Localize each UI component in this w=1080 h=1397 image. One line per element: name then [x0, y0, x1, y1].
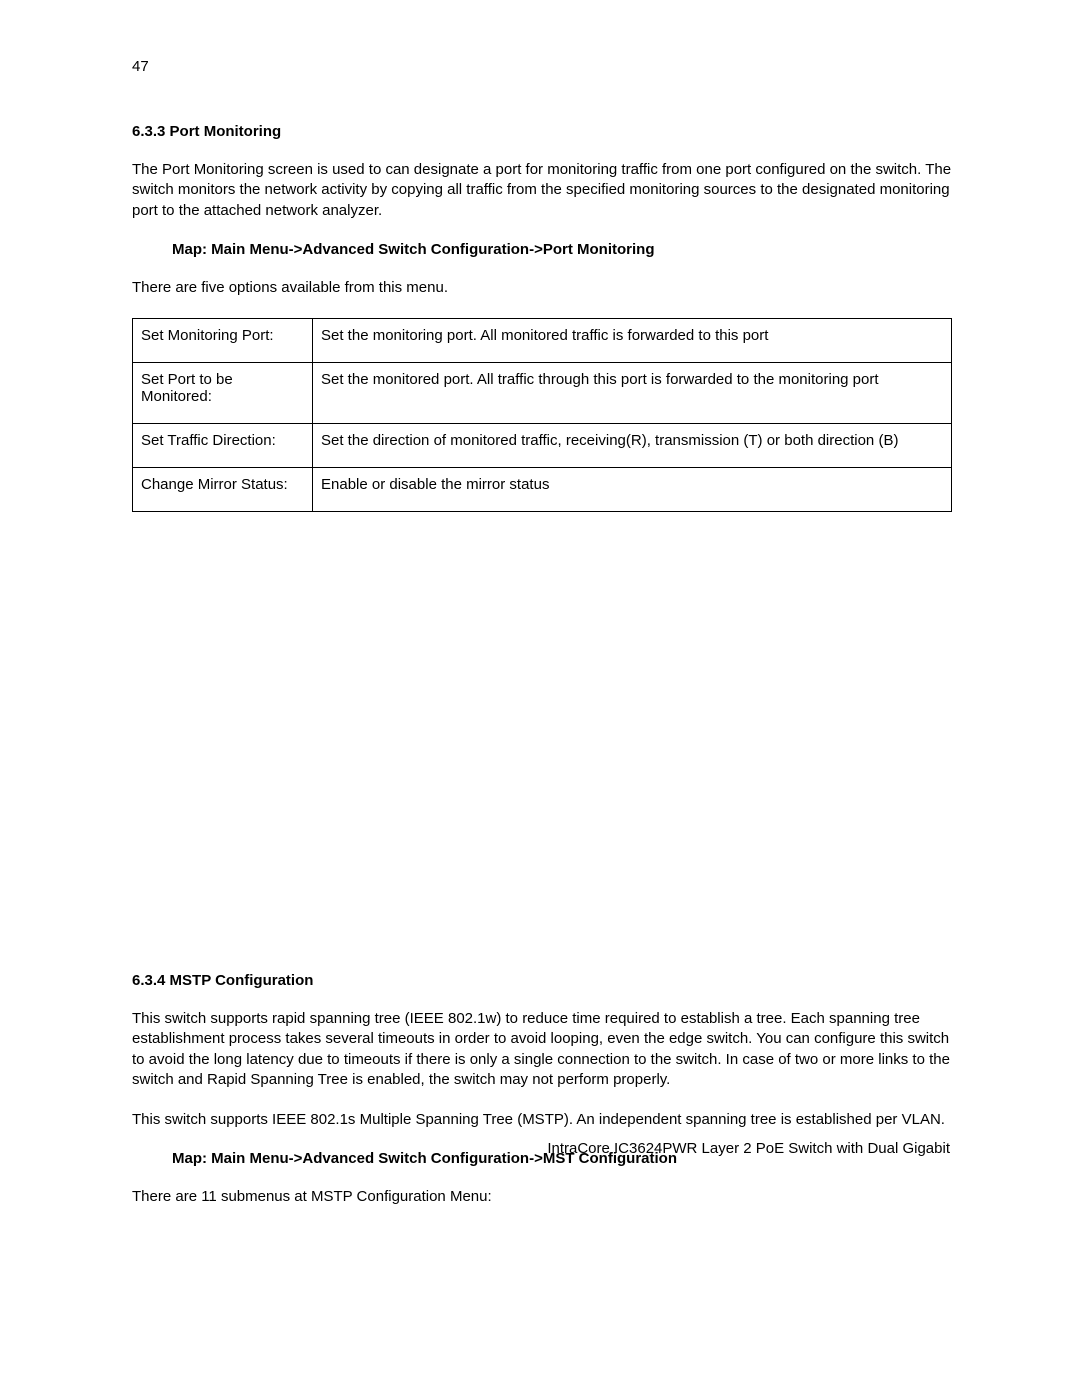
table-row: Set Monitoring Port: Set the monitoring … [133, 319, 952, 363]
table-row: Set Traffic Direction: Set the direction… [133, 424, 952, 468]
option-description: Set the direction of monitored traffic, … [313, 424, 952, 468]
section1-intro: The Port Monitoring screen is used to ca… [132, 160, 952, 221]
section1-map-path: Map: Main Menu->Advanced Switch Configur… [172, 241, 952, 258]
section2-para2: This switch supports IEEE 802.1s Multipl… [132, 1110, 952, 1130]
section-heading-mstp-configuration: 6.3.4 MSTP Configuration [132, 972, 952, 989]
option-label: Set Traffic Direction: [133, 424, 313, 468]
option-description: Enable or disable the mirror status [313, 468, 952, 512]
option-description: Set the monitoring port. All monitored t… [313, 319, 952, 363]
table-row: Set Port to be Monitored: Set the monito… [133, 363, 952, 424]
page-number: 47 [132, 58, 952, 75]
option-label: Change Mirror Status: [133, 468, 313, 512]
port-monitoring-options-table: Set Monitoring Port: Set the monitoring … [132, 318, 952, 512]
page-footer: IntraCore IC3624PWR Layer 2 PoE Switch w… [132, 1140, 952, 1157]
section-heading-port-monitoring: 6.3.3 Port Monitoring [132, 123, 952, 140]
section1-options-intro: There are five options available from th… [132, 278, 952, 298]
section-gap [132, 512, 952, 972]
option-label: Set Monitoring Port: [133, 319, 313, 363]
option-label: Set Port to be Monitored: [133, 363, 313, 424]
table-row: Change Mirror Status: Enable or disable … [133, 468, 952, 512]
section2-submenus-intro: There are 11 submenus at MSTP Configurat… [132, 1187, 952, 1207]
option-description: Set the monitored port. All traffic thro… [313, 363, 952, 424]
section2-para1: This switch supports rapid spanning tree… [132, 1009, 952, 1090]
